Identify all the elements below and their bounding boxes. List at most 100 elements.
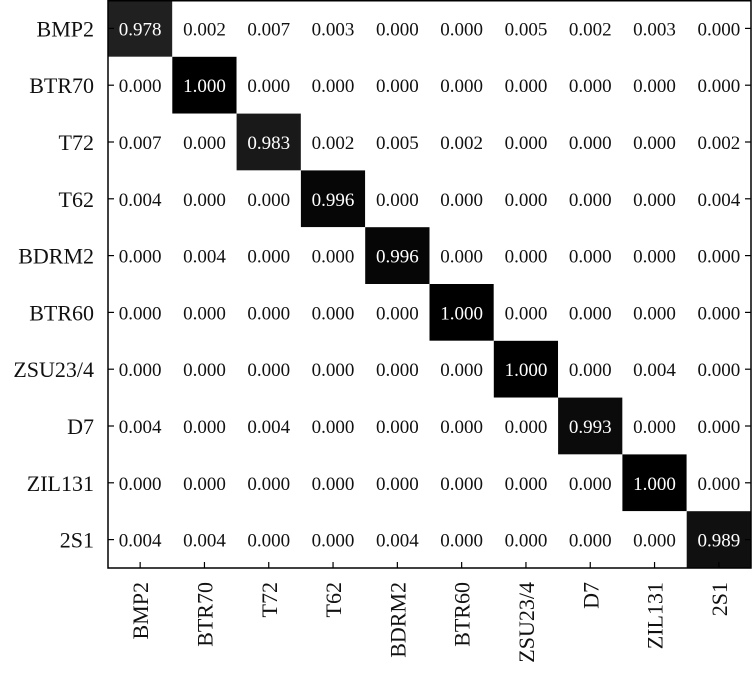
- cell-value-label: 0.000: [247, 531, 290, 552]
- cell-value-label: 0.000: [505, 247, 548, 268]
- cell-value-label: 0.000: [633, 531, 676, 552]
- cell-value-label: 0.000: [183, 133, 226, 154]
- matrix-cell-r1-c2: [236, 56, 301, 114]
- matrix-cell-r1-c1: [172, 56, 237, 114]
- matrix-cell-r8-c5: [429, 454, 494, 512]
- matrix-cell-r0-c3: [300, 0, 366, 57]
- matrix-cell-r4-c9: [686, 227, 751, 284]
- matrix-cell-r8-c6: [493, 454, 559, 512]
- cell-value-label: 0.002: [312, 133, 355, 154]
- cell-value-label: 0.000: [376, 19, 419, 40]
- matrix-cell-r1-c9: [686, 56, 751, 114]
- row-tick-label: D7: [67, 414, 94, 439]
- cell-value-label: 0.000: [183, 417, 226, 438]
- cell-value-label: 0.000: [183, 474, 226, 495]
- matrix-cell-r4-c7: [558, 227, 623, 284]
- matrix-cell-r2-c8: [622, 113, 687, 171]
- matrix-cell-r6-c6: [493, 340, 559, 398]
- cell-value-label: 0.003: [312, 19, 355, 40]
- plot-frame: [107, 0, 752, 569]
- cell-value-label: 0.000: [633, 190, 676, 211]
- cell-value-label: 0.000: [697, 417, 740, 438]
- matrix-cell-r0-c4: [365, 0, 430, 57]
- cell-value-label: 0.000: [633, 76, 676, 97]
- cell-value-label: 0.000: [247, 360, 290, 381]
- matrix-cell-r8-c3: [300, 454, 366, 512]
- matrix-cell-r8-c7: [558, 454, 623, 512]
- matrix-cell-r3-c6: [493, 170, 559, 228]
- matrix-cell-r8-c0: [108, 454, 173, 512]
- cell-value-label: 0.000: [119, 247, 162, 268]
- cell-value-label: 0.996: [376, 247, 419, 268]
- matrix-cell-r4-c5: [429, 227, 494, 284]
- matrix-cell-r3-c7: [558, 170, 623, 228]
- column-tick-label: ZIL131: [643, 582, 668, 649]
- cell-value-label: 0.000: [697, 19, 740, 40]
- cell-value-label: 0.000: [569, 303, 612, 324]
- column-tick-label: BTR60: [450, 582, 475, 647]
- cell-value-label: 0.000: [440, 190, 483, 211]
- cell-value-label: 0.004: [119, 531, 162, 552]
- row-tick-label: T62: [59, 187, 94, 212]
- cell-value-label: 1.000: [505, 360, 548, 381]
- cell-value-label: 0.000: [312, 360, 355, 381]
- column-tick-label: BDRM2: [385, 582, 410, 658]
- matrix-cell-r3-c8: [622, 170, 687, 228]
- matrix-cell-r1-c3: [300, 56, 366, 114]
- matrix-cell-r7-c1: [172, 397, 237, 455]
- cell-value-label: 0.004: [119, 190, 162, 211]
- row-labels: BMP2 BTR70 T72 T62 BDRM2 BTR60 ZSU23/4 D7 ZIL131…: [13, 16, 94, 552]
- axis-ticks: [108, 27, 751, 568]
- cell-value-label: 0.000: [312, 474, 355, 495]
- cell-value-label: 1.000: [183, 76, 226, 97]
- cell-value-label: 0.000: [119, 360, 162, 381]
- matrix-cell-r3-c2: [236, 170, 301, 228]
- cell-value-label: 0.000: [633, 133, 676, 154]
- matrix-cell-r3-c0: [108, 170, 173, 228]
- column-tick-label: D7: [578, 582, 603, 609]
- cell-value-label: 0.000: [697, 247, 740, 268]
- cell-value-label: 0.000: [569, 360, 612, 381]
- cell-value-label: 0.000: [697, 303, 740, 324]
- cell-value-label: 0.005: [505, 19, 548, 40]
- matrix-cell-r2-c5: [429, 113, 494, 171]
- cell-value-label: 0.000: [312, 417, 355, 438]
- cell-value-label: 0.004: [633, 360, 676, 381]
- cell-value-label: 0.000: [569, 531, 612, 552]
- cell-value-label: 0.000: [119, 76, 162, 97]
- cell-value-label: 0.000: [569, 76, 612, 97]
- row-tick-label: 2S1: [60, 528, 94, 553]
- cell-value-label: 0.000: [505, 133, 548, 154]
- cell-value-label: 1.000: [440, 303, 483, 324]
- matrix-cell-r5-c0: [108, 284, 173, 341]
- cell-value-label: 1.000: [633, 474, 676, 495]
- matrix-cell-r7-c9: [686, 397, 751, 455]
- column-tick-label: T72: [257, 582, 282, 617]
- matrix-cell-r3-c4: [365, 170, 430, 228]
- matrix-cell-r0-c2: [236, 0, 301, 57]
- cell-value-label: 0.000: [633, 303, 676, 324]
- matrix-cell-r8-c2: [236, 454, 301, 512]
- cell-value-label: 0.000: [569, 190, 612, 211]
- matrix-cell-r6-c2: [236, 340, 301, 398]
- cell-value-label: 0.000: [312, 76, 355, 97]
- cell-value-label: 0.000: [633, 247, 676, 268]
- cell-value-label: 0.996: [312, 190, 355, 211]
- matrix-cell-r1-c0: [108, 56, 173, 114]
- cell-value-label: 0.000: [440, 247, 483, 268]
- cell-value-label: 0.000: [440, 417, 483, 438]
- cell-value-label: 0.000: [440, 531, 483, 552]
- matrix-cell-r2-c3: [300, 113, 366, 171]
- cell-value-label: 0.004: [183, 247, 226, 268]
- matrix-cell-r7-c4: [365, 397, 430, 455]
- cell-value-label: 0.989: [697, 531, 740, 552]
- cell-value-label: 0.000: [505, 303, 548, 324]
- cell-value-label: 0.000: [376, 474, 419, 495]
- cell-value-label: 0.000: [376, 303, 419, 324]
- matrix-cell-r2-c6: [493, 113, 559, 171]
- matrix-cell-r3-c1: [172, 170, 237, 228]
- matrix-cell-r2-c1: [172, 113, 237, 171]
- cell-value-label: 0.000: [312, 247, 355, 268]
- cell-value-label: 0.004: [247, 417, 290, 438]
- row-tick-label: ZIL131: [27, 471, 94, 496]
